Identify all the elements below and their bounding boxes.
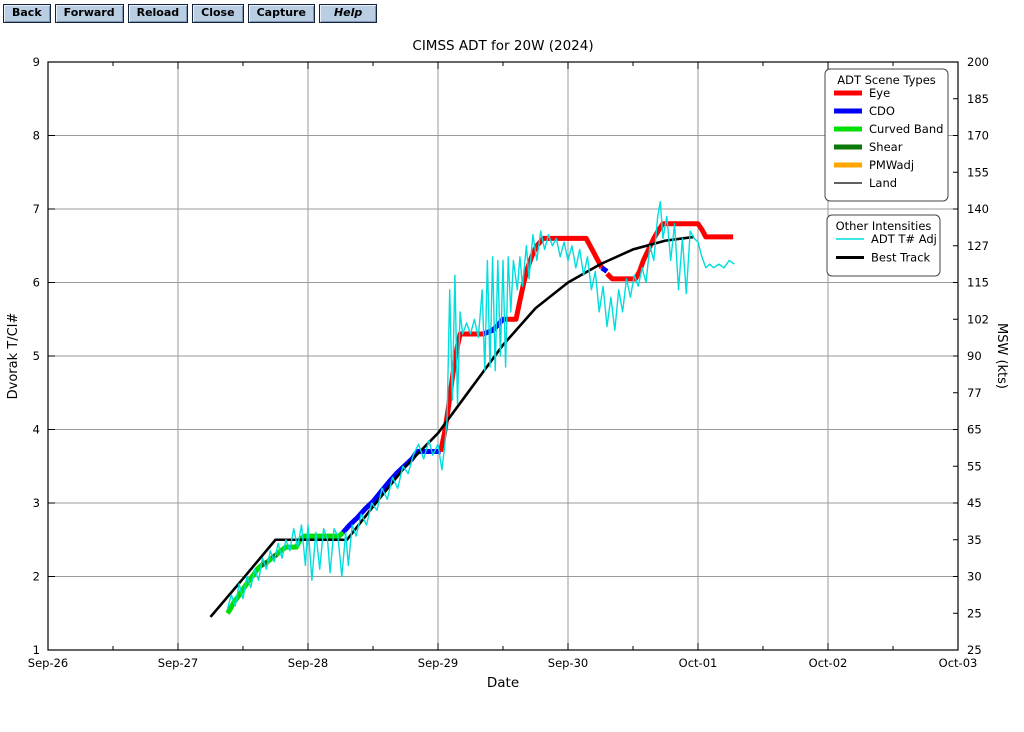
y-tick-label-right: 25 xyxy=(967,606,982,620)
x-tick-label: Sep-28 xyxy=(288,656,328,670)
y-tick-label-right: 45 xyxy=(967,496,982,510)
grid xyxy=(48,62,958,650)
back-button[interactable]: Back xyxy=(3,4,51,23)
legend-scene-types-entry-label: CDO xyxy=(869,104,895,118)
y-tick-label-right: 200 xyxy=(967,55,989,69)
legend-other-intensities-entry-label: Best Track xyxy=(871,251,931,265)
y-tick-label-right: 65 xyxy=(967,423,982,437)
legend-scene-types-entry-label: Land xyxy=(869,176,897,190)
y-tick-label-right: 170 xyxy=(967,129,989,143)
series-eye xyxy=(506,235,605,322)
y-tick-label-left: 9 xyxy=(33,55,40,69)
legend-other-intensities-box xyxy=(826,214,941,277)
y-tick-label-right: 25 xyxy=(967,643,982,657)
y-tick-label-right: 55 xyxy=(967,459,982,473)
capture-button[interactable]: Capture xyxy=(247,4,315,23)
y-tick-label-right: 35 xyxy=(967,533,982,547)
series-cdo xyxy=(600,265,609,274)
x-axis-label: Date xyxy=(487,675,519,691)
series-cdo xyxy=(482,316,507,337)
legend-other-intensities-entry-label: ADT T# Adj xyxy=(871,232,937,246)
y-tick-label-left: 3 xyxy=(33,496,40,510)
x-tick-label: Oct-02 xyxy=(809,656,848,670)
x-tick-label: Oct-01 xyxy=(679,656,718,670)
x-tick-label: Sep-27 xyxy=(158,656,198,670)
y-tick-label-right: 185 xyxy=(967,92,989,106)
y-tick-label-left: 8 xyxy=(33,129,40,143)
legend-other-intensities-title: Other Intensities xyxy=(836,219,932,233)
y-tick-label-left: 2 xyxy=(33,570,40,584)
y-tick-label-right: 155 xyxy=(967,165,989,179)
series-best-track xyxy=(209,235,695,618)
legend-other-intensities xyxy=(826,214,941,277)
close-button[interactable]: Close xyxy=(192,4,244,23)
legend-scene-types-box xyxy=(824,68,949,202)
chart-title: CIMSS ADT for 20W (2024) xyxy=(412,38,593,54)
y-tick-label-left: 6 xyxy=(33,276,40,290)
forward-button[interactable]: Forward xyxy=(54,4,124,23)
y-tick-label-right: 77 xyxy=(967,386,982,400)
y-tick-label-right: 115 xyxy=(967,276,989,290)
reload-button[interactable]: Reload xyxy=(127,4,189,23)
y-tick-label-right: 127 xyxy=(967,239,989,253)
help-button[interactable]: Help xyxy=(318,4,378,23)
series-cdo xyxy=(341,449,441,535)
legend-scene-types-entry-label: PMWadj xyxy=(869,158,914,172)
y-axis-label-right: MSW (kts) xyxy=(994,323,1009,389)
x-tick-label: Oct-03 xyxy=(939,656,978,670)
y-tick-label-left: 7 xyxy=(33,202,40,216)
legend-scene-types xyxy=(824,68,949,202)
y-tick-label-right: 90 xyxy=(967,349,982,363)
ticks xyxy=(47,61,959,651)
series-adt-adj xyxy=(226,200,735,610)
legend-scene-types-title: ADT Scene Types xyxy=(837,73,936,87)
x-tick-label: Sep-29 xyxy=(418,656,458,670)
x-tick-label: Sep-30 xyxy=(548,656,588,670)
legend-scene-types-entry-label: Eye xyxy=(869,86,890,100)
y-tick-label-right: 140 xyxy=(967,202,989,216)
y-tick-label-left: 1 xyxy=(33,643,40,657)
legend-scene-types-entry-label: Curved Band xyxy=(869,122,943,136)
y-tick-label-right: 30 xyxy=(967,570,982,584)
y-tick-label-left: 5 xyxy=(33,349,40,363)
x-tick-label: Sep-26 xyxy=(28,656,68,670)
y-tick-label-left: 4 xyxy=(33,423,40,437)
toolbar: Back Forward Reload Close Capture Help xyxy=(3,4,378,23)
y-axis-label-left: Dvorak T/CI# xyxy=(6,313,21,400)
y-tick-label-right: 102 xyxy=(967,312,989,326)
legend-scene-types-entry-label: Shear xyxy=(869,140,903,154)
